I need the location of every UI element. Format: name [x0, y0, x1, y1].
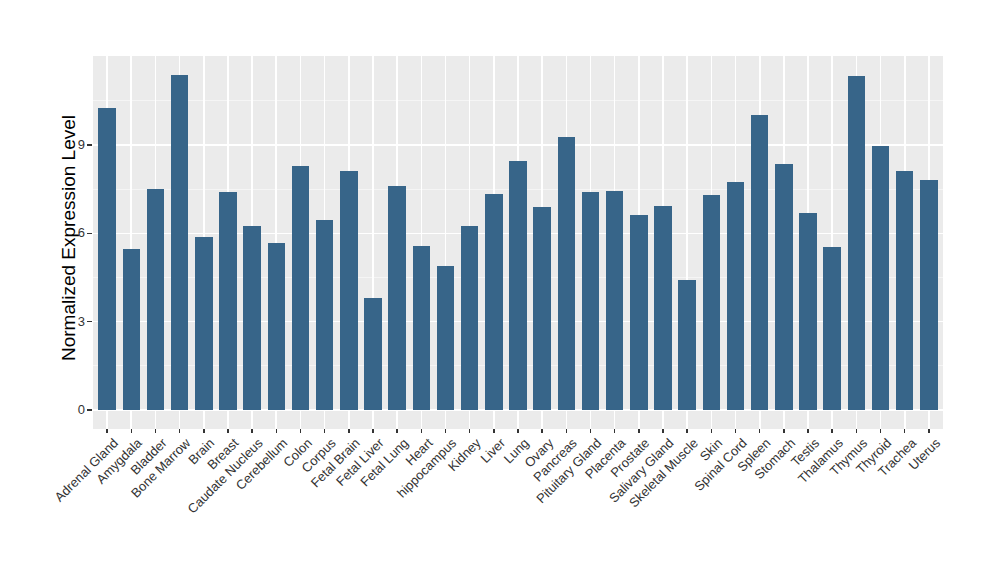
bar — [678, 280, 696, 410]
x-tick-mark — [445, 429, 447, 433]
bar — [292, 166, 310, 410]
bar — [147, 189, 165, 410]
y-tick-label: 3 — [45, 314, 85, 330]
x-tick-mark — [251, 429, 253, 433]
x-tick-mark — [541, 429, 543, 433]
bar — [340, 171, 358, 410]
x-tick-mark — [517, 429, 519, 433]
bar — [703, 195, 721, 410]
x-tick-mark — [131, 429, 133, 433]
y-tick-mark — [87, 321, 92, 323]
x-tick-mark — [590, 429, 592, 433]
bar — [485, 194, 503, 410]
bar — [799, 213, 817, 410]
bar — [654, 206, 672, 410]
x-tick-mark — [783, 429, 785, 433]
x-tick-mark — [686, 429, 688, 433]
x-tick-mark — [904, 429, 906, 433]
bar — [751, 115, 769, 410]
y-tick-mark — [87, 233, 92, 235]
bar — [533, 207, 551, 410]
bar-chart-figure: Normalized Expression Level 0369Adrenal … — [0, 0, 1000, 580]
bar — [413, 246, 431, 410]
x-tick-mark — [856, 429, 858, 433]
bar — [896, 171, 914, 410]
x-tick-mark — [300, 429, 302, 433]
bar — [848, 76, 866, 410]
bar — [123, 249, 141, 410]
y-tick-mark — [87, 144, 92, 146]
x-tick-mark — [614, 429, 616, 433]
x-tick-mark — [807, 429, 809, 433]
x-tick-mark — [831, 429, 833, 433]
x-tick-mark — [348, 429, 350, 433]
x-tick-mark — [662, 429, 664, 433]
x-tick-mark — [227, 429, 229, 433]
bar — [727, 182, 745, 410]
bar — [316, 220, 334, 410]
bar — [872, 146, 890, 410]
bar — [509, 161, 527, 410]
bar — [558, 137, 576, 410]
bar — [775, 164, 793, 410]
bar — [219, 192, 237, 410]
bar — [582, 192, 600, 410]
x-tick-mark — [759, 429, 761, 433]
bar — [461, 226, 479, 410]
bar — [195, 237, 213, 410]
x-tick-mark — [880, 429, 882, 433]
x-tick-mark — [469, 429, 471, 433]
bar — [437, 266, 455, 410]
x-tick-mark — [106, 429, 108, 433]
y-tick-mark — [87, 409, 92, 411]
x-tick-mark — [493, 429, 495, 433]
bar — [98, 108, 116, 410]
bar — [364, 298, 382, 410]
x-tick-mark — [324, 429, 326, 433]
x-tick-mark — [566, 429, 568, 433]
bar — [630, 215, 648, 410]
y-tick-label: 9 — [45, 137, 85, 153]
x-tick-label: Liver — [478, 436, 508, 466]
x-tick-mark — [638, 429, 640, 433]
bar — [823, 247, 841, 410]
x-tick-mark — [928, 429, 930, 433]
bar — [388, 186, 406, 410]
bar — [243, 226, 261, 410]
x-tick-mark — [396, 429, 398, 433]
bar — [920, 180, 938, 410]
y-tick-label: 0 — [45, 402, 85, 418]
bar — [606, 191, 624, 410]
x-tick-mark — [276, 429, 278, 433]
bar — [171, 75, 189, 410]
bar — [268, 243, 286, 410]
plot-panel — [93, 56, 943, 429]
x-tick-mark — [711, 429, 713, 433]
y-tick-label: 6 — [45, 225, 85, 241]
x-tick-mark — [372, 429, 374, 433]
x-tick-mark — [421, 429, 423, 433]
x-tick-mark — [155, 429, 157, 433]
x-tick-mark — [203, 429, 205, 433]
x-tick-mark — [179, 429, 181, 433]
x-tick-mark — [735, 429, 737, 433]
